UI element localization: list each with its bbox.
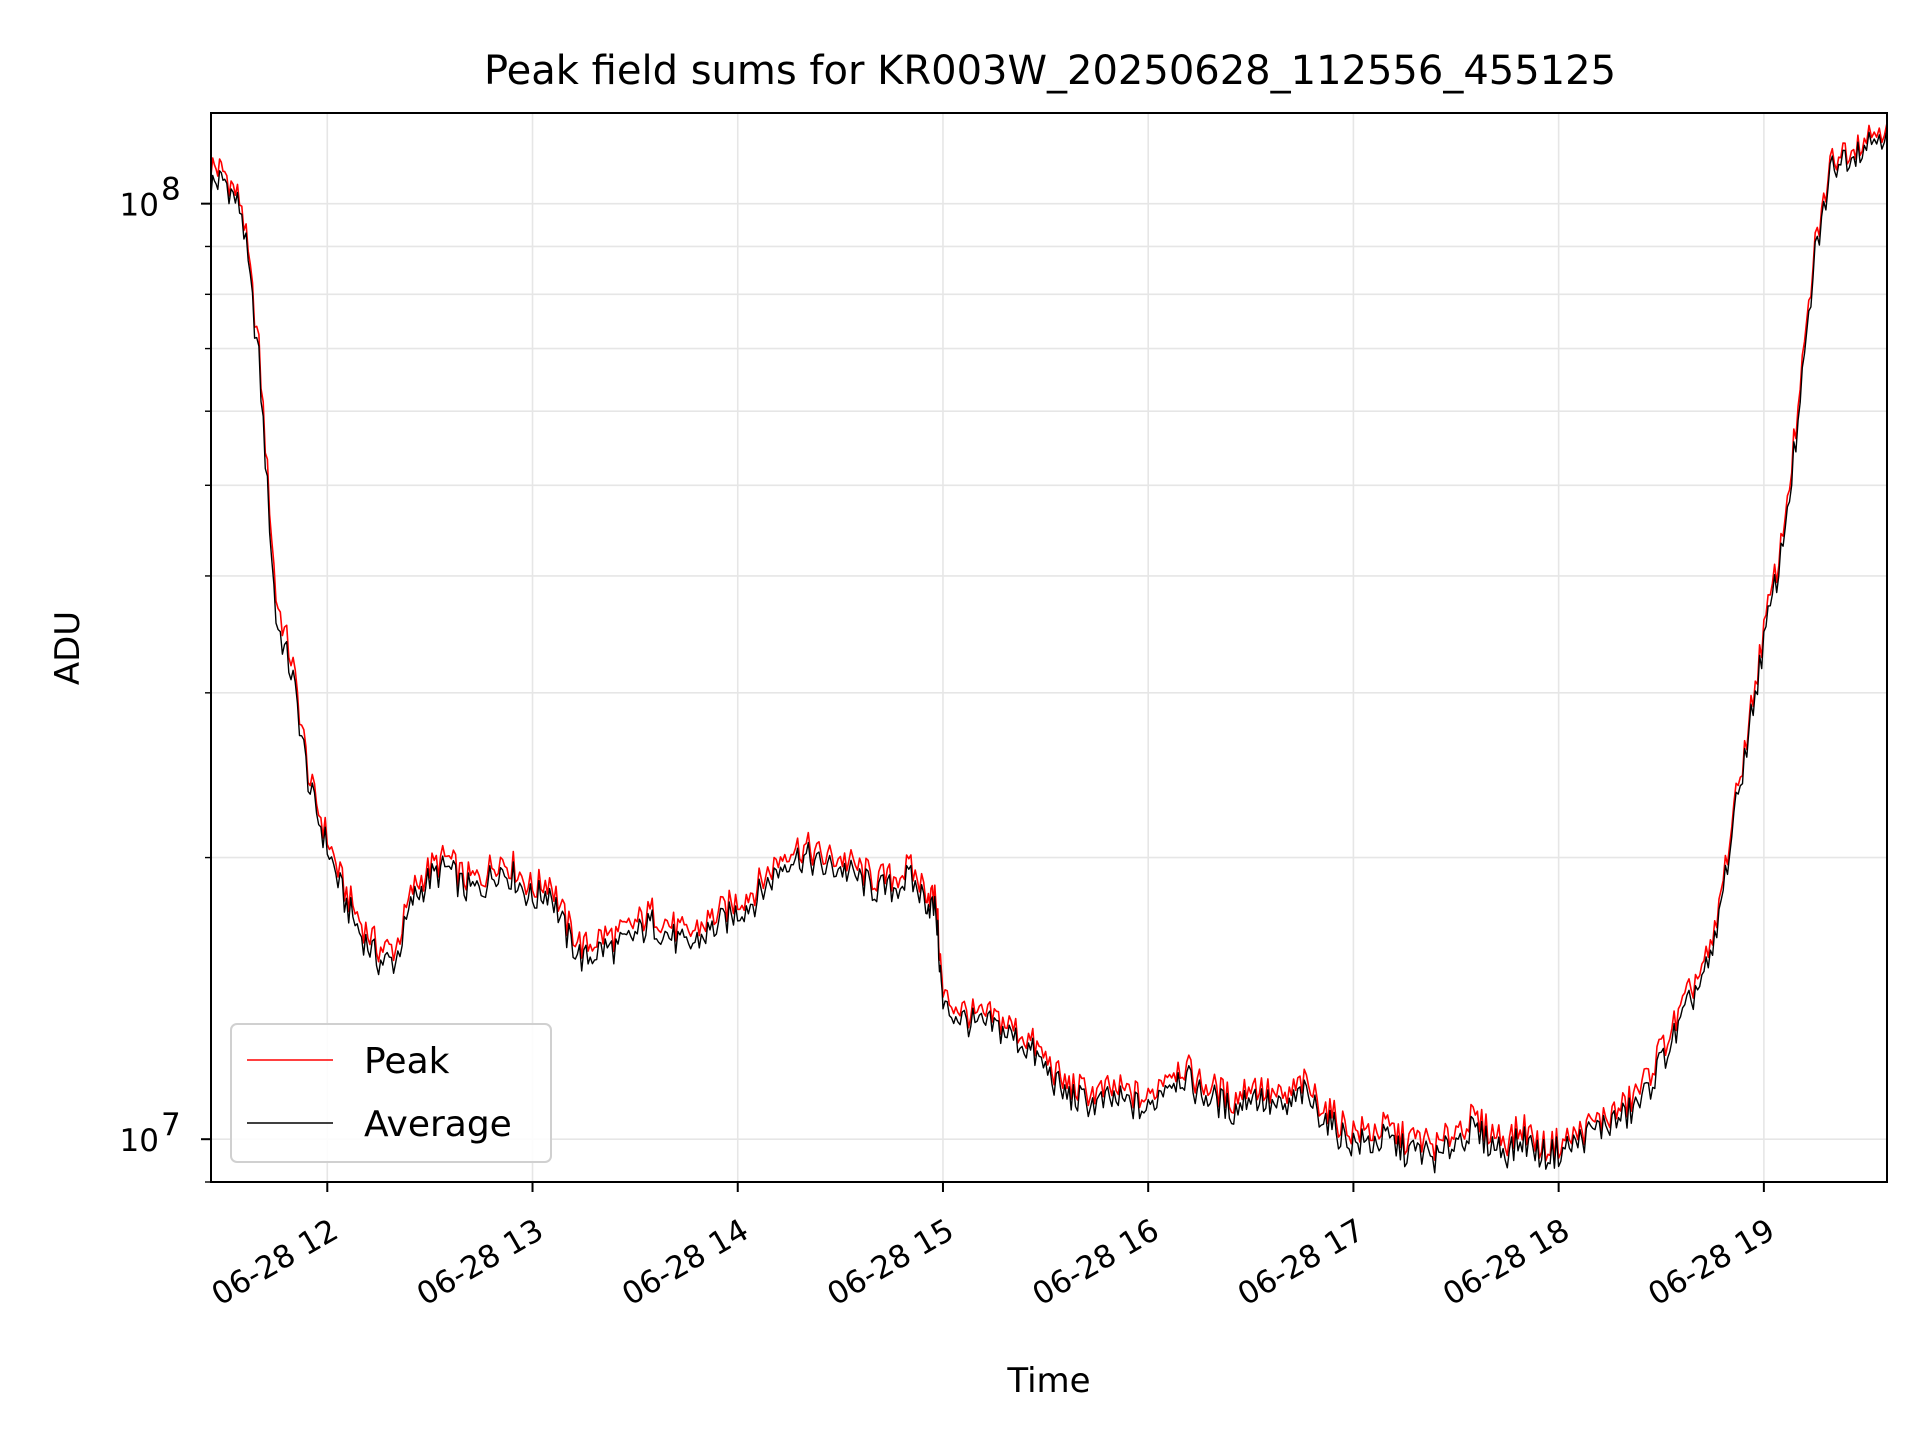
series-layer: [210, 122, 1888, 1174]
y-tick-label: 10: [120, 188, 159, 224]
y-tick-label: 10: [120, 1123, 159, 1159]
legend-box: [230, 1023, 552, 1163]
y-tick-exponent: 8: [161, 172, 181, 208]
y-tick-base: 10: [120, 1123, 159, 1159]
x-axis-label: Time: [1006, 1361, 1090, 1401]
y-axis-label: ADU: [48, 611, 88, 685]
legend: Peak Average: [230, 1023, 552, 1163]
legend-label-peak: Peak: [364, 1041, 450, 1082]
y-tick-base: 10: [120, 188, 159, 224]
series-line-peak: [210, 122, 1888, 1162]
plot-frame: [210, 112, 1888, 1183]
y-tick-exponent: 7: [161, 1107, 181, 1143]
series-line-average: [210, 129, 1888, 1174]
chart-title: Peak field sums for KR003W_20250628_1125…: [484, 48, 1616, 94]
legend-label-average: Average: [364, 1104, 512, 1145]
